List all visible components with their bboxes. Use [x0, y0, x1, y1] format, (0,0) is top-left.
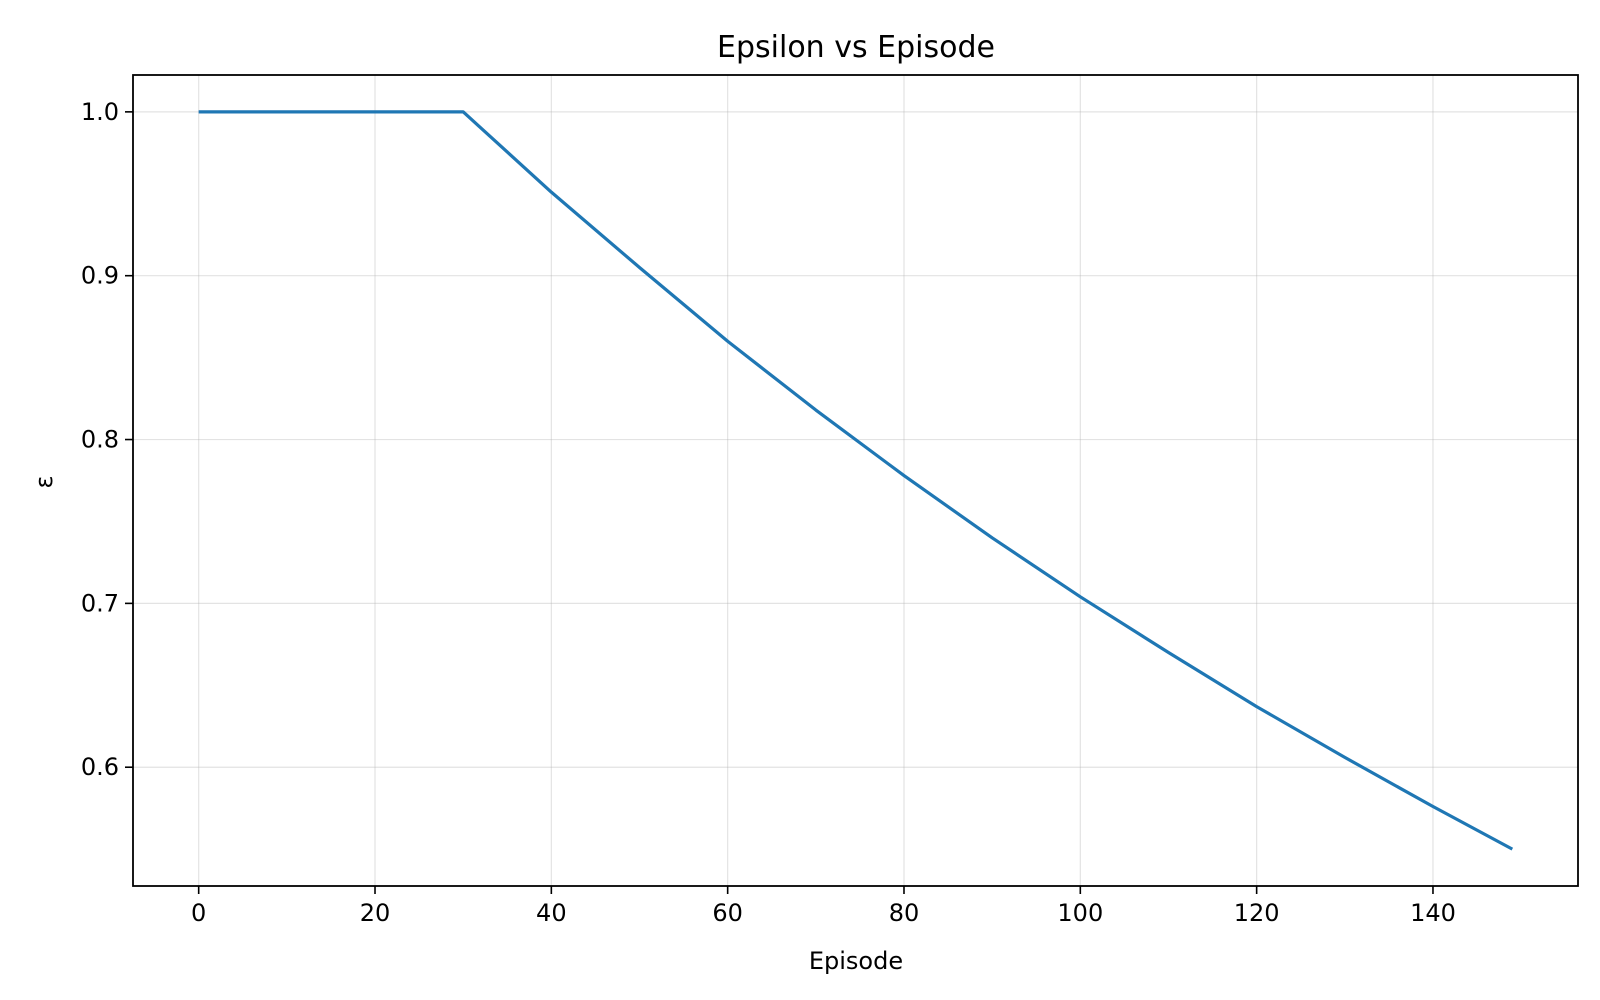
- x-tick-label-1: 20: [360, 899, 391, 927]
- chart-title: Epsilon vs Episode: [717, 30, 995, 65]
- series-line-0: [198, 110, 1514, 851]
- x-tick-label-4: 80: [889, 899, 920, 927]
- axis-ticks: 0 20 40 60 80 100 120 140 0.6 0.7 0.8 0.9 1.0: [81, 98, 1456, 927]
- y-tick-label-0: 0.6: [81, 753, 119, 781]
- grid: [133, 75, 1578, 886]
- y-tick-label-2: 0.8: [81, 426, 119, 454]
- plot-frame: [132, 74, 1579, 887]
- x-tick-label-6: 120: [1234, 899, 1280, 927]
- x-tick-label-5: 100: [1057, 899, 1103, 927]
- series-lines: [198, 110, 1514, 851]
- y-tick-label-1: 0.7: [81, 589, 119, 617]
- x-tick-label-0: 0: [191, 899, 206, 927]
- x-tick-label-2: 40: [536, 899, 567, 927]
- y-tick-label-4: 1.0: [81, 98, 119, 126]
- y-tick-label-3: 0.9: [81, 262, 119, 290]
- x-axis-label: Episode: [809, 947, 903, 975]
- y-axis-label: ε: [30, 476, 58, 489]
- x-tick-label-3: 60: [712, 899, 743, 927]
- x-tick-label-7: 140: [1410, 899, 1456, 927]
